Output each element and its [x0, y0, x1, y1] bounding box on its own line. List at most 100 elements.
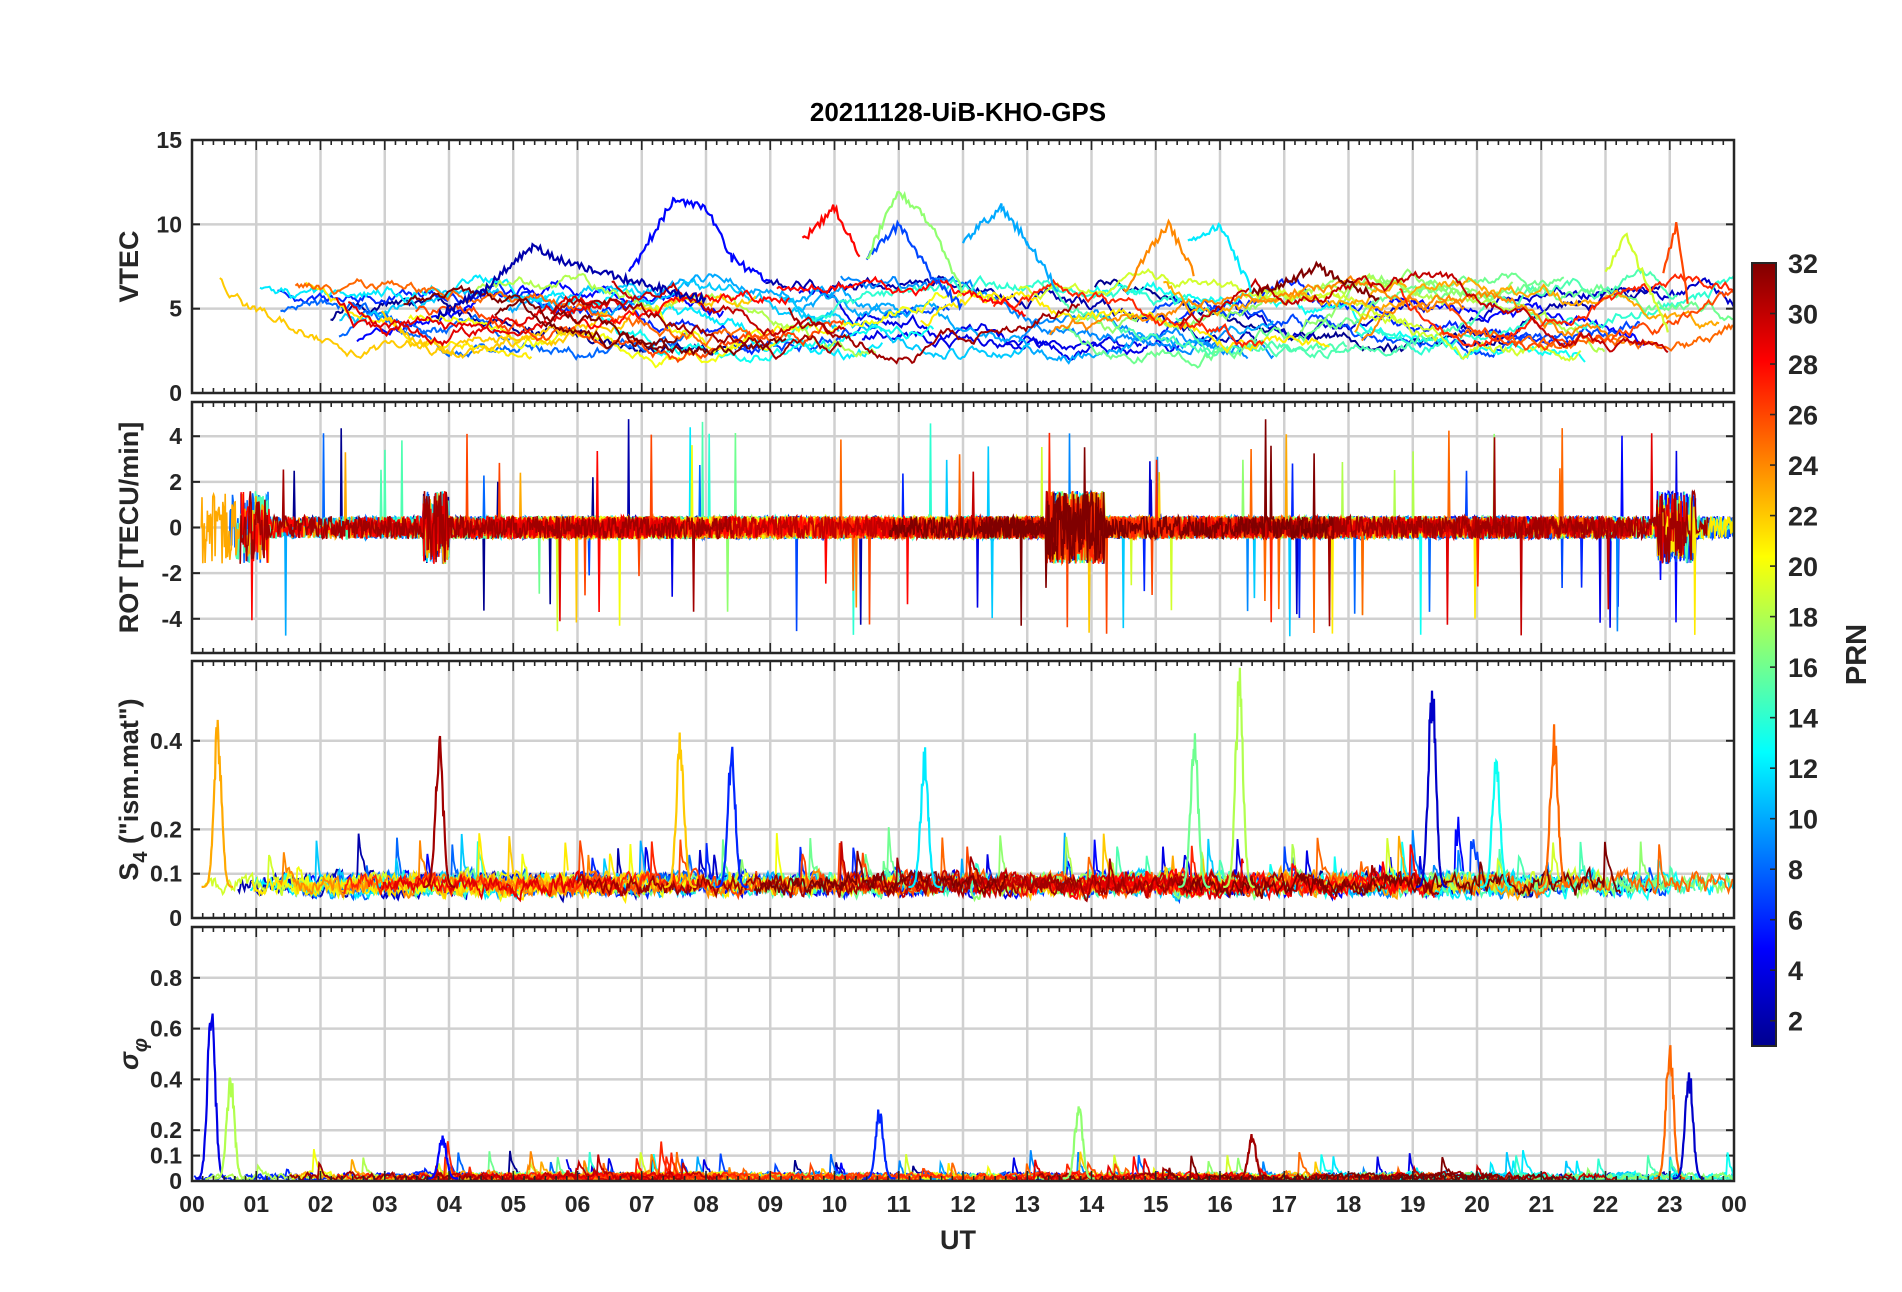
series-line-prn-31	[1034, 858, 1440, 903]
series-line-prn-26	[1447, 290, 1734, 351]
x-tick-label: 11	[887, 1191, 912, 1217]
colorbar-tick-label: 28	[1788, 350, 1818, 380]
series-line-prn-31	[239, 469, 733, 612]
x-tick-label: 19	[1400, 1191, 1426, 1217]
colorbar-tick-label: 16	[1788, 653, 1818, 683]
x-tick-label: 15	[1143, 1191, 1169, 1217]
colorbar-tick-label: 24	[1788, 451, 1818, 481]
x-tick-label: 03	[372, 1191, 398, 1217]
y-tick-label: -4	[162, 606, 183, 632]
x-tick-label: 08	[693, 1191, 719, 1217]
y-axis-label: ROT [TECU/min]	[114, 422, 144, 633]
series-line-prn-17	[866, 190, 963, 294]
peak-line-prn-18	[214, 1077, 246, 1180]
series-line-prn-31	[550, 297, 842, 361]
y-tick-label: 0.4	[150, 1066, 182, 1092]
series-line-prn-2	[435, 242, 707, 320]
y-axis-label: σφ	[114, 1038, 152, 1070]
series-line-prn-12	[1187, 222, 1252, 293]
series-line-prn-24	[1122, 218, 1195, 293]
series-line-prn-10	[962, 203, 1059, 293]
peak-line-prn-16	[1178, 733, 1211, 889]
series-line-prn-23	[1354, 276, 1720, 333]
series-line-prn-7	[865, 219, 963, 312]
series-line-prn-15	[1354, 841, 1696, 899]
peak-line-prn-17	[1062, 1106, 1095, 1180]
x-tick-label: 17	[1271, 1191, 1297, 1217]
y-tick-label: 0.6	[150, 1016, 182, 1042]
peak-line-prn-6	[715, 746, 748, 889]
colorbar-tick-label: 18	[1788, 603, 1818, 633]
x-tick-label: 13	[1014, 1191, 1040, 1217]
y-tick-label: 10	[156, 211, 182, 237]
peak-line-prn-23	[201, 719, 234, 889]
series-line-prn-32	[494, 297, 787, 357]
colorbar-tick-label: 26	[1788, 401, 1818, 431]
series-line-prn-14	[781, 274, 1211, 340]
x-tick-label: 20	[1464, 1191, 1490, 1217]
colorbar-tick-label: 20	[1788, 552, 1818, 582]
series-line-prn-28	[776, 275, 1027, 318]
x-tick-label: 14	[1079, 1191, 1105, 1217]
series-line-prn-19	[1604, 232, 1669, 333]
y-tick-label: 0.4	[150, 728, 182, 754]
x-tick-label: 09	[757, 1191, 783, 1217]
y-tick-label: 0	[169, 380, 182, 406]
x-tick-label: 07	[629, 1191, 655, 1217]
peak-line-prn-31	[423, 735, 456, 889]
peak-line-prn-3	[1673, 1072, 1705, 1180]
peak-line-prn-22	[664, 732, 697, 889]
peak-line-prn-18	[1223, 667, 1255, 889]
colorbar-tick-label: 30	[1788, 300, 1818, 330]
y-tick-label: 2	[169, 469, 182, 495]
series-line-prn-24	[1049, 274, 1466, 336]
y-tick-label: 0.1	[150, 1143, 182, 1169]
y-tick-label: 15	[156, 127, 182, 153]
series-line-prn-28	[801, 204, 861, 258]
series-line-prn-26	[1662, 222, 1689, 304]
series-line-prn-27	[1399, 272, 1734, 348]
series-line-prn-9	[840, 275, 1249, 360]
y-tick-label: -2	[162, 560, 182, 586]
colorbar-tick-label: 22	[1788, 502, 1818, 532]
series-line-prn-31	[576, 856, 1076, 900]
y-axis-label: S4 ("ism.mat")	[114, 698, 152, 880]
colorbar-gradient	[1752, 263, 1776, 1046]
series-line-prn-29	[347, 297, 614, 337]
x-tick-label: 00	[1721, 1191, 1747, 1217]
panel-sigma-phi: 00.10.2 0.4 0.6 0.8 σφ	[114, 925, 1736, 1194]
series-line-prn-32	[403, 284, 679, 350]
peak-line-prn-5	[426, 1135, 459, 1180]
axes-frame	[190, 400, 1736, 655]
series-line-prn-16	[1061, 272, 1565, 369]
x-tick-label: 01	[243, 1191, 269, 1217]
series-line-prn-4	[798, 285, 1180, 361]
colorbar-tick-label: 8	[1788, 855, 1803, 885]
colorbar-label: PRN	[1841, 624, 1873, 685]
series-group	[200, 419, 1734, 637]
chart-title: 20211128-UiB-KHO-GPS	[810, 97, 1106, 127]
series-line-prn-5	[627, 196, 771, 284]
series-line-prn-27	[992, 278, 1265, 349]
y-tick-label: 0	[169, 905, 182, 931]
y-axis-label: VTEC	[114, 230, 144, 302]
x-tick-label: 05	[500, 1191, 526, 1217]
series-line-prn-29	[335, 295, 629, 347]
x-tick-label: 10	[822, 1191, 848, 1217]
x-tick-label: 21	[1528, 1191, 1554, 1217]
y-tick-label: 0.2	[150, 1117, 182, 1143]
colorbar-tick-label: 6	[1788, 906, 1803, 936]
peak-line-prn-25	[1537, 724, 1570, 889]
y-tick-label: 0	[169, 1168, 182, 1194]
series-line-prn-25	[1456, 844, 1734, 899]
colorbar-frame	[1751, 262, 1777, 1047]
y-tick-label: 5	[169, 296, 182, 322]
series-line-prn-32	[1375, 1156, 1573, 1181]
colorbar-tick-label: 4	[1788, 956, 1803, 986]
x-axis-label: UT	[940, 1225, 976, 1255]
series-line-prn-22	[219, 277, 609, 360]
axes-frame	[190, 138, 1736, 395]
